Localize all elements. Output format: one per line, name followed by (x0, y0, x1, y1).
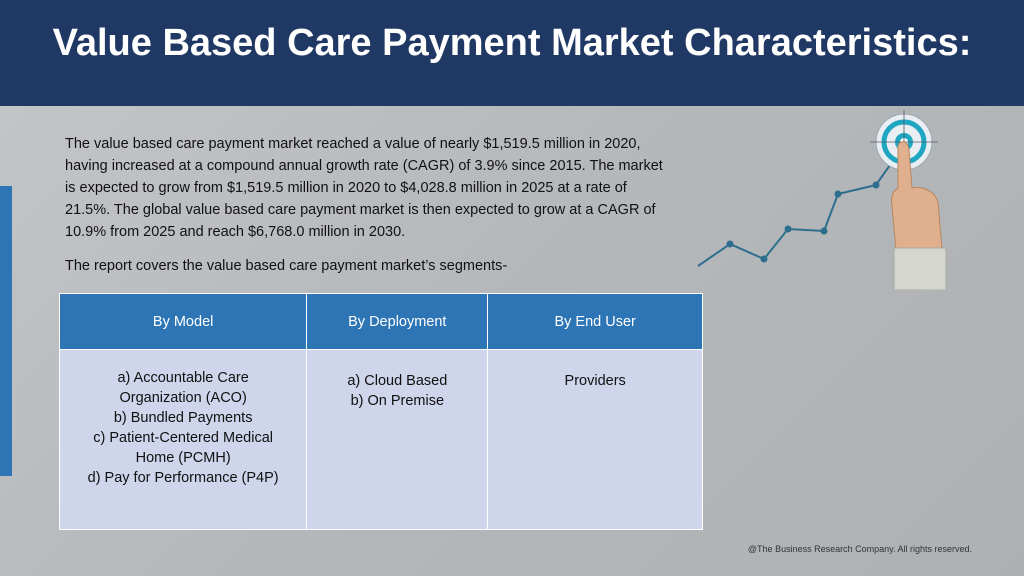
title-bar: Value Based Care Payment Market Characte… (0, 0, 1024, 106)
deployment-item: b) On Premise (350, 393, 445, 409)
header-by-deployment: By Deployment (306, 293, 489, 350)
intro-paragraph: The value based care payment market reac… (65, 136, 663, 240)
header-by-end-user: By End User (487, 293, 703, 350)
page-title: Value Based Care Payment Market Characte… (52, 22, 972, 64)
left-accent-bar (0, 186, 12, 476)
pointing-hand-icon (891, 141, 947, 290)
deployment-item: a) Cloud Based (347, 373, 448, 389)
header-by-model: By Model (58, 293, 308, 350)
table-header-row: By Model By Deployment By End User (58, 293, 703, 350)
model-item: d) Pay for Performance (P4P) (87, 470, 279, 486)
model-item: a) Accountable Care Organization (ACO) (117, 370, 249, 406)
end-user-cell: Providers (487, 349, 703, 530)
deployment-cell: a) Cloud Based b) On Premise (306, 349, 489, 530)
model-cell: a) Accountable Care Organization (ACO) b… (58, 349, 308, 530)
growth-line-icon (697, 144, 905, 267)
table-row: a) Accountable Care Organization (ACO) b… (58, 349, 703, 530)
segments-table: By Model By Deployment By End User a) Ac… (58, 293, 703, 530)
end-user-item: Providers (564, 373, 626, 389)
model-item: c) Patient-Centered Medical Home (PCMH) (93, 430, 273, 466)
copyright-footer: @The Business Research Company. All righ… (747, 544, 972, 554)
model-item: b) Bundled Payments (113, 410, 253, 426)
growth-graphic (697, 110, 947, 290)
segments-note: The report covers the value based care p… (65, 258, 508, 274)
